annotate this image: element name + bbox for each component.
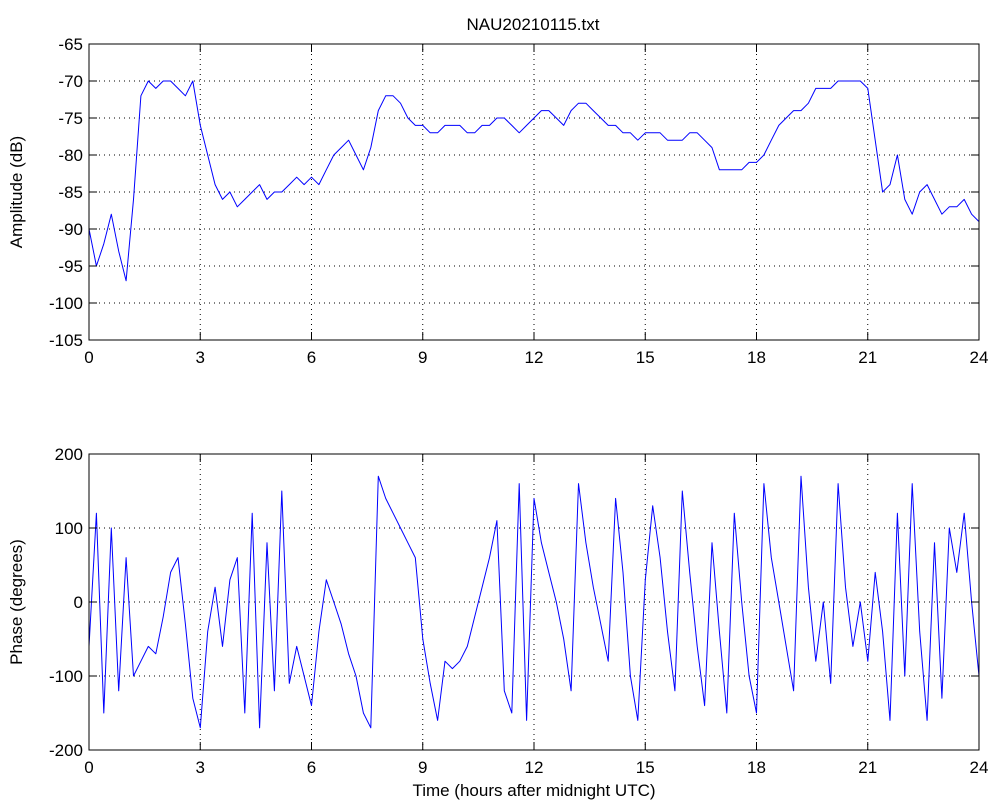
- phase-x-tick-label: 21: [858, 758, 877, 777]
- amplitude-y-tick-label: -80: [58, 146, 83, 165]
- amplitude-ticks: 0 3 6 9 12 15 18 21 24 -105 -100 -95 -90 -85 -80 -75 -70…: [49, 35, 988, 367]
- phase-x-tick-label: 12: [525, 758, 544, 777]
- phase-y-tick-label: 200: [55, 445, 83, 464]
- phase-series-line: [88, 475, 980, 729]
- amplitude-y-tick-label: -105: [49, 331, 83, 350]
- phase-x-axis-label: Time (hours after midnight UTC): [412, 781, 655, 800]
- phase-x-tick-label: 3: [196, 758, 205, 777]
- phase-panel: 0 3 6 9 12 15 18 21 24 -200 -100 0 100 200 Phase (deg…: [7, 445, 988, 800]
- amplitude-y-tick-label: -85: [58, 183, 83, 202]
- phase-y-tick-label: 100: [55, 519, 83, 538]
- chart-title: NAU20210115.txt: [467, 15, 600, 34]
- phase-x-tick-label: 24: [970, 758, 989, 777]
- amplitude-x-tick-label: 15: [636, 348, 655, 367]
- amplitude-series-line: [88, 80, 980, 282]
- amplitude-x-tick-label: 24: [970, 348, 989, 367]
- phase-y-tick-label: 0: [74, 593, 83, 612]
- amplitude-panel: 0 3 6 9 12 15 18 21 24 -105 -100 -95 -90 -85 -80 -75 -70…: [7, 35, 988, 367]
- amplitude-y-tick-label: -65: [58, 35, 83, 54]
- amplitude-x-tick-label: 21: [858, 348, 877, 367]
- phase-ticks: 0 3 6 9 12 15 18 21 24 -200 -100 0 100 200: [49, 445, 988, 777]
- phase-grid: [89, 454, 979, 750]
- phase-y-axis-label: Phase (degrees): [7, 539, 26, 665]
- amplitude-x-tick-label: 0: [84, 348, 93, 367]
- amplitude-y-axis-label: Amplitude (dB): [7, 136, 26, 248]
- phase-x-tick-label: 18: [747, 758, 766, 777]
- amplitude-y-tick-label: -70: [58, 72, 83, 91]
- phase-x-tick-label: 6: [307, 758, 316, 777]
- phase-x-tick-label: 0: [84, 758, 93, 777]
- phase-y-tick-label: -100: [49, 667, 83, 686]
- phase-x-tick-label: 15: [636, 758, 655, 777]
- amplitude-y-tick-label: -95: [58, 257, 83, 276]
- amplitude-x-tick-label: 12: [525, 348, 544, 367]
- phase-x-tick-label: 9: [418, 758, 427, 777]
- amplitude-x-tick-label: 18: [747, 348, 766, 367]
- amplitude-x-tick-label: 9: [418, 348, 427, 367]
- amplitude-x-tick-label: 3: [196, 348, 205, 367]
- amplitude-y-tick-label: -100: [49, 294, 83, 313]
- amplitude-y-tick-label: -90: [58, 220, 83, 239]
- amplitude-series-group: [88, 80, 980, 282]
- phase-y-tick-label: -200: [49, 741, 83, 760]
- amplitude-x-tick-label: 6: [307, 348, 316, 367]
- amplitude-y-tick-label: -75: [58, 109, 83, 128]
- phase-series-group: [88, 475, 980, 729]
